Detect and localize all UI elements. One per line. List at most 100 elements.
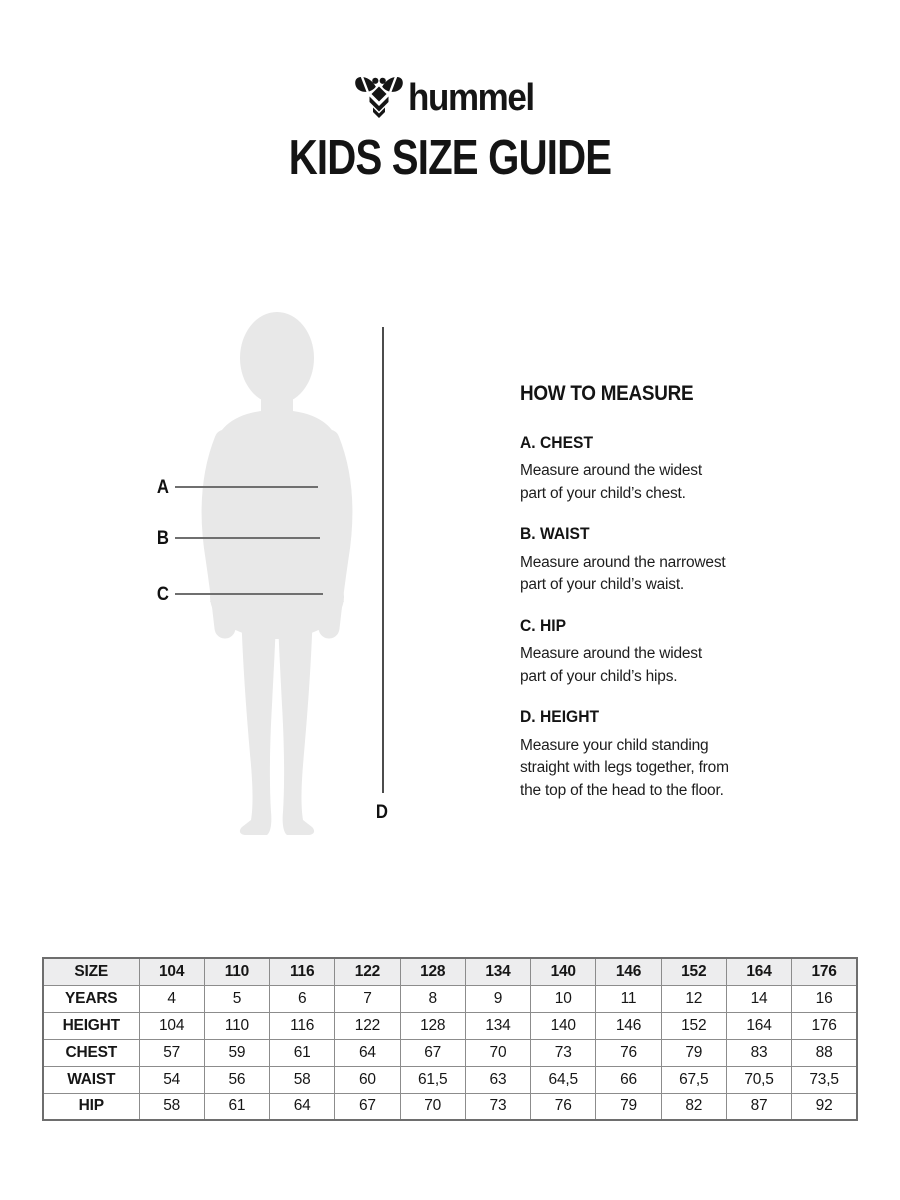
measure-section-text: Measure around the widest <box>520 462 702 480</box>
size-cell: 59 <box>203 1038 271 1067</box>
measure-section-text: Measure your child standing <box>520 736 709 754</box>
size-cell: 64,5 <box>530 1065 597 1094</box>
measure-section-title: D. HEIGHT <box>520 707 600 727</box>
how-to-measure-heading: HOW TO MEASURE <box>520 382 694 405</box>
brand-name: hummel <box>408 77 535 119</box>
row-label: HIP <box>42 1092 140 1121</box>
size-cell: 67 <box>399 1038 466 1067</box>
size-cell: 56 <box>203 1065 271 1094</box>
size-cell: 92 <box>791 1092 858 1121</box>
size-cell: 61,5 <box>399 1065 466 1094</box>
table-row-height: HEIGHT 104 110 116 122 128 134 140 146 152 164 176 <box>42 1011 858 1040</box>
size-cell: 70,5 <box>725 1065 793 1094</box>
table-row-hip: HIP 58 61 64 67 70 73 76 79 82 87 92 <box>42 1092 858 1121</box>
size-table-body: SIZE 104 110 116 122 128 134 140 146 152 164 176 YEA… <box>42 957 858 1121</box>
size-cell: 164 <box>725 1011 793 1040</box>
measure-label-a: A <box>156 477 169 498</box>
size-cell: 8 <box>399 984 466 1013</box>
size-cell: 76 <box>595 1038 662 1067</box>
size-cell: 70 <box>399 1092 466 1121</box>
size-cell: 67 <box>334 1092 401 1121</box>
size-cell: 14 <box>725 984 793 1013</box>
size-cell: 152 <box>660 1011 727 1040</box>
measure-sections: A. CHEST Measure around the widest part of… <box>520 433 780 802</box>
size-cell: 61 <box>269 1038 336 1067</box>
size-cell: 12 <box>660 984 727 1013</box>
size-cell: 73 <box>464 1092 532 1121</box>
size-cell: 79 <box>660 1038 727 1067</box>
size-cell: 76 <box>530 1092 597 1121</box>
size-cell: 104 <box>138 957 205 986</box>
measure-section-height: D. HEIGHT Measure your child standing stra… <box>520 707 780 802</box>
row-label: HEIGHT <box>42 1011 140 1040</box>
size-cell: 64 <box>334 1038 401 1067</box>
size-cell: 134 <box>464 957 532 986</box>
size-cell: 9 <box>464 984 532 1013</box>
size-cell: 73,5 <box>791 1065 858 1094</box>
size-cell: 11 <box>595 984 662 1013</box>
measure-section-hip: C. HIP Measure around the widest part of y… <box>520 616 780 688</box>
size-cell: 110 <box>203 1011 271 1040</box>
size-cell: 70 <box>464 1038 532 1067</box>
size-cell: 64 <box>269 1092 336 1121</box>
size-cell: 57 <box>138 1038 205 1067</box>
size-cell: 16 <box>791 984 858 1013</box>
how-to-measure-panel: HOW TO MEASURE A. CHEST Measure around th… <box>520 382 780 821</box>
table-row-years: YEARS 4 5 6 7 8 9 10 11 12 14 16 <box>42 984 858 1013</box>
hip-measure-line <box>175 593 323 595</box>
measure-section-text: part of your child’s hips. <box>520 667 678 685</box>
row-label: YEARS <box>42 984 140 1013</box>
hummel-logo: hummel <box>0 74 900 120</box>
row-label: WAIST <box>42 1065 140 1094</box>
table-row-chest: CHEST 57 59 61 64 67 70 73 76 79 83 88 <box>42 1038 858 1067</box>
size-cell: 152 <box>660 957 727 986</box>
size-cell: 5 <box>203 984 271 1013</box>
waist-measure-line <box>175 537 320 539</box>
size-cell: 87 <box>725 1092 793 1121</box>
size-cell: 140 <box>530 1011 597 1040</box>
size-cell: 4 <box>138 984 205 1013</box>
size-cell: 176 <box>791 1011 858 1040</box>
size-cell: 104 <box>138 1011 205 1040</box>
size-cell: 66 <box>595 1065 662 1094</box>
size-cell: 67,5 <box>660 1065 727 1094</box>
measure-section-text: Measure around the widest <box>520 645 702 663</box>
row-label: CHEST <box>42 1038 140 1067</box>
size-cell: 60 <box>334 1065 401 1094</box>
measure-section-title: A. CHEST <box>520 433 593 452</box>
measure-label-c: C <box>156 584 169 605</box>
size-cell: 128 <box>399 957 466 986</box>
size-cell: 164 <box>725 957 793 986</box>
measure-section-waist: B. WAIST Measure around the narrowest part… <box>520 524 780 596</box>
child-silhouette <box>201 312 353 835</box>
size-cell: 122 <box>334 957 401 986</box>
size-cell: 58 <box>269 1065 336 1094</box>
measure-section-title: B. WAIST <box>520 524 590 544</box>
size-cell: 176 <box>791 957 858 986</box>
measure-section-title: C. HIP <box>520 615 567 635</box>
measure-section-text: part of your child’s waist. <box>520 576 685 594</box>
size-cell: 146 <box>595 957 662 986</box>
table-row-size: SIZE 104 110 116 122 128 134 140 146 152 164 176 <box>42 957 858 986</box>
row-label: SIZE <box>42 957 140 986</box>
size-cell: 140 <box>530 957 597 986</box>
measure-section-text: Measure around the narrowest <box>520 553 726 571</box>
measure-section-text: the top of the head to the floor. <box>520 781 724 799</box>
size-cell: 116 <box>269 957 336 986</box>
size-cell: 58 <box>138 1092 205 1121</box>
hummel-bee-icon <box>355 75 403 118</box>
size-cell: 146 <box>595 1011 662 1040</box>
size-cell: 128 <box>399 1011 466 1040</box>
size-cell: 122 <box>334 1011 401 1040</box>
height-measure-line <box>382 327 384 793</box>
measure-section-text: part of your child’s chest. <box>520 484 686 502</box>
measure-label-d: D <box>375 802 388 823</box>
size-cell: 79 <box>595 1092 662 1121</box>
measure-section-chest: A. CHEST Measure around the widest part of… <box>520 433 780 505</box>
chest-measure-line <box>175 486 318 488</box>
measure-section-text: straight with legs together, from <box>520 759 729 777</box>
size-table: SIZE 104 110 116 122 128 134 140 146 152 164 176 YEA… <box>42 957 858 1121</box>
size-cell: 7 <box>334 984 401 1013</box>
size-cell: 82 <box>660 1092 727 1121</box>
